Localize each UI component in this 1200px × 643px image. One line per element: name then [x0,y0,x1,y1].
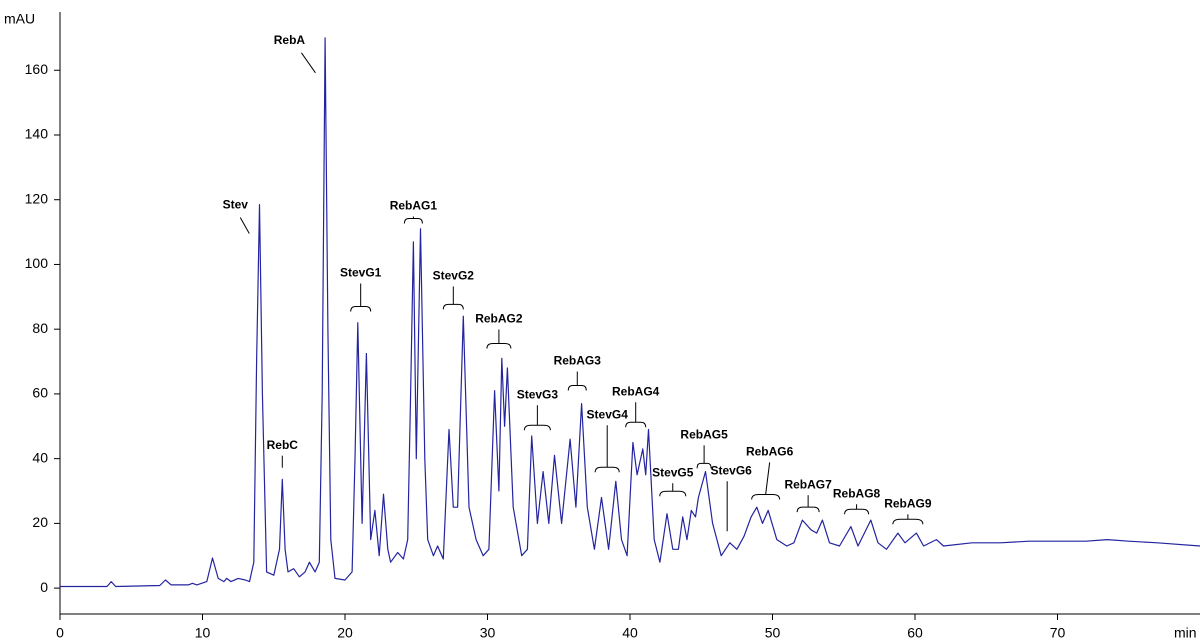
peak-bracket [659,490,687,497]
x-tick-label: 40 [622,625,638,641]
x-tick-label: 30 [480,625,496,641]
peak-label: StevG3 [517,387,559,401]
peak-bracket [486,342,512,349]
y-tick-label: 40 [32,449,48,465]
x-axis-label: min [1174,625,1197,641]
y-tick-label: 20 [32,514,48,530]
peak-label: RebAG9 [884,496,932,510]
peak-label: StevG4 [587,407,629,421]
signal-trace [60,37,1200,588]
y-tick-label: 160 [25,61,49,77]
x-tick-label: 20 [337,625,353,641]
x-tick-label: 60 [907,625,923,641]
y-tick-label: 100 [25,255,49,271]
peak-label: StevG1 [340,266,382,280]
leader-line [239,217,250,234]
x-tick-label: 70 [1050,625,1066,641]
peak-label: RebAG7 [784,477,832,491]
y-tick-label: 120 [25,190,49,206]
y-axis-label: mAU [4,11,35,27]
peak-bracket [751,493,781,500]
peak-bracket [523,424,551,431]
peak-bracket [350,306,372,312]
leader-line [765,462,771,495]
peak-label: RebAG1 [390,199,438,213]
peak-bracket [892,518,924,525]
peak-label: RebAG3 [554,354,602,368]
peak-label: RebAG2 [475,312,523,326]
peak-label: StevG6 [710,463,752,477]
x-tick-label: 50 [765,625,781,641]
peak-label: RebAG8 [833,486,881,500]
leader-line [301,52,316,74]
peak-bracket [594,466,620,473]
peak-label: StevG5 [652,465,694,479]
peak-label: RebA [274,33,306,47]
peak-bracket [403,218,423,224]
peak-label: RebAG5 [680,428,728,442]
peak-bracket [625,421,647,428]
y-tick-label: 60 [32,385,48,401]
x-tick-label: 0 [56,625,64,641]
x-tick-label: 10 [195,625,211,641]
peak-label: StevG2 [433,269,475,283]
peak-bracket [844,508,870,515]
peak-label: RebC [267,438,299,452]
y-tick-label: 140 [25,126,49,142]
y-tick-label: 0 [40,579,48,595]
peak-bracket [567,385,587,391]
y-tick-label: 80 [32,320,48,336]
peak-label: RebAG6 [746,445,794,459]
peak-label: Stev [223,198,249,212]
peak-bracket [442,303,464,310]
peak-label: RebAG4 [612,384,660,398]
peak-bracket [796,506,820,513]
peak-bracket [696,462,712,469]
